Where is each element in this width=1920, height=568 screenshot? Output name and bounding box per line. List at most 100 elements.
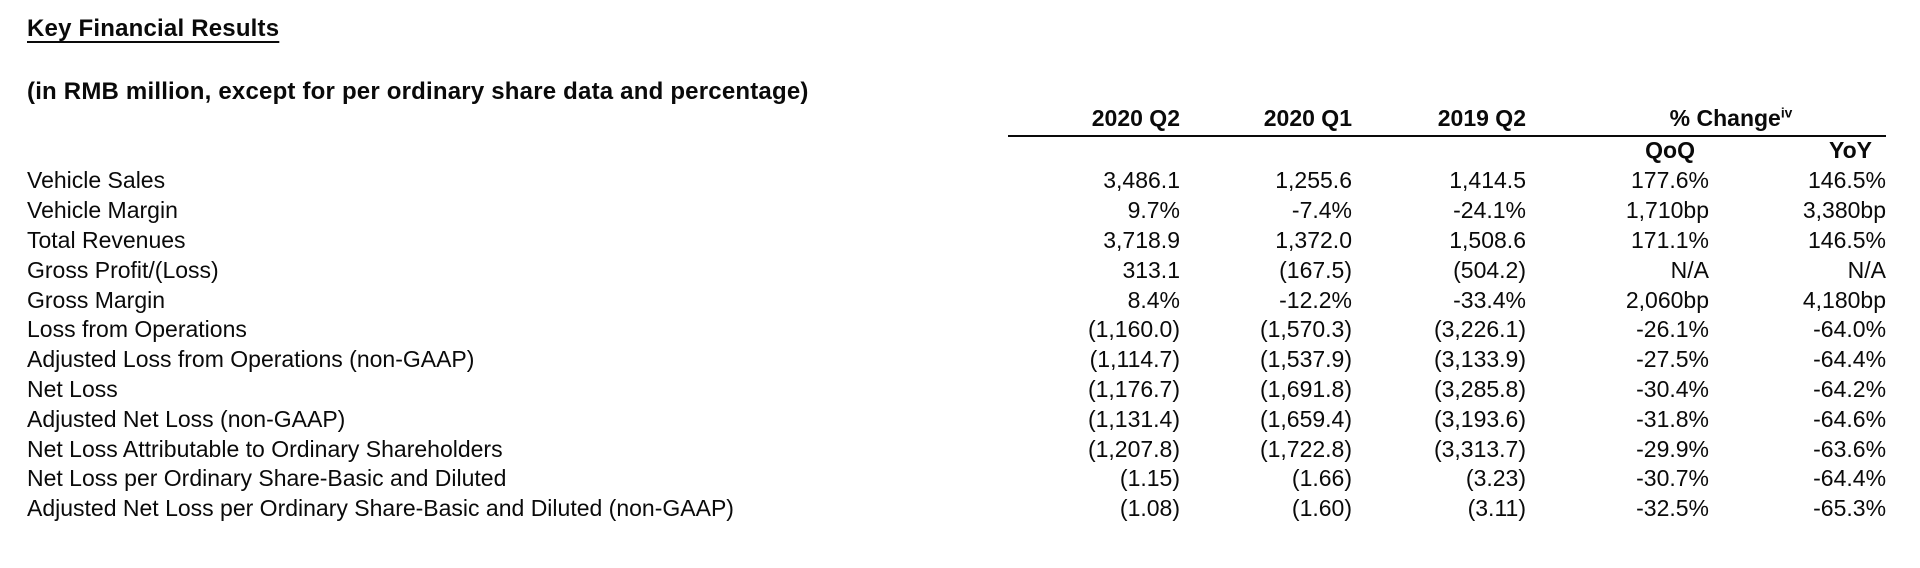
cell-value: -65.3%: [1813, 495, 1887, 522]
cell-value: (1,691.8): [1259, 375, 1352, 402]
table-row: Total Revenues 3,718.9 1,372.0 1,508.6 171.1…: [27, 226, 1886, 256]
page-title: Key Financial Results: [27, 15, 1920, 43]
cell-value: 313.1: [1122, 256, 1180, 283]
cell-value: (3.23): [1465, 465, 1526, 492]
cell-value: 8.4%: [1127, 286, 1180, 313]
cell-value: -12.2%: [1279, 286, 1352, 313]
row-label: Net Loss per Ordinary Share-Basic and Di…: [27, 465, 507, 492]
table-row: Net Loss per Ordinary Share-Basic and Di…: [27, 464, 1886, 494]
cell-value: -64.4%: [1813, 346, 1887, 373]
row-label: Adjusted Net Loss per Ordinary Share-Bas…: [27, 495, 734, 522]
cell-value: (1.60): [1291, 495, 1352, 522]
cell-value: 177.6%: [1630, 167, 1709, 194]
cell-value: (1.08): [1119, 495, 1180, 522]
row-label: Adjusted Net Loss (non-GAAP): [27, 405, 346, 432]
cell-value: 2,060bp: [1625, 286, 1709, 313]
header-2020-q1: 2020 Q1: [1180, 105, 1352, 137]
cell-value: (1,537.9): [1259, 346, 1352, 373]
cell-value: -27.5%: [1636, 346, 1709, 373]
cell-value: (1,659.4): [1259, 405, 1352, 432]
table-row: Vehicle Sales 3,486.1 1,255.6 1,414.5 177.6%…: [27, 166, 1886, 196]
cell-value: -64.6%: [1813, 405, 1887, 432]
cell-value: -64.2%: [1813, 375, 1887, 402]
cell-value: (3,133.9): [1433, 346, 1526, 373]
cell-value: -31.8%: [1636, 405, 1709, 432]
table-row: Net Loss (1,176.7) (1,691.8) (3,285.8) -30.4…: [27, 375, 1886, 405]
cell-value: (3.11): [1467, 495, 1526, 522]
row-label: Total Revenues: [27, 226, 186, 253]
cell-value: (3,193.6): [1433, 405, 1526, 432]
cell-value: N/A: [1847, 256, 1887, 283]
row-label: Loss from Operations: [27, 316, 247, 343]
cell-value: N/A: [1670, 256, 1709, 283]
table-caption: (in RMB million, except for per ordinary…: [27, 78, 809, 105]
cell-value: (3,226.1): [1433, 316, 1526, 343]
cell-value: 1,508.6: [1449, 226, 1526, 253]
cell-value: (1,207.8): [1087, 435, 1180, 462]
row-label: Gross Margin: [27, 286, 166, 313]
cell-value: 9.7%: [1127, 197, 1180, 224]
row-label: Vehicle Margin: [27, 197, 178, 224]
table-header: 2020 Q2 2020 Q1 2019 Q2 % Changeiv QoQ Y…: [27, 105, 1887, 166]
cell-value: -30.7%: [1636, 465, 1709, 492]
cell-value: (1,176.7): [1087, 375, 1180, 402]
cell-value: -32.5%: [1636, 495, 1709, 522]
cell-value: 1,255.6: [1275, 167, 1352, 194]
pct-change-label: % Change: [1669, 105, 1781, 131]
header-row-periods: 2020 Q2 2020 Q1 2019 Q2 % Changeiv: [27, 105, 1887, 137]
cell-value: -33.4%: [1453, 286, 1526, 313]
header-2019-q2: 2019 Q2: [1352, 105, 1526, 137]
cell-value: 1,372.0: [1275, 226, 1352, 253]
cell-value: -64.0%: [1813, 316, 1887, 343]
cell-value: (1,722.8): [1259, 435, 1352, 462]
pct-change-footnote-marker: iv: [1780, 105, 1793, 121]
cell-value: -63.6%: [1813, 435, 1887, 462]
header-spacer: [27, 105, 1008, 136]
table-row: Adjusted Loss from Operations (non-GAAP)…: [27, 345, 1886, 375]
cell-value: (3,313.7): [1433, 435, 1526, 462]
row-label: Gross Profit/(Loss): [27, 256, 219, 283]
table-row: Adjusted Net Loss per Ordinary Share-Bas…: [27, 494, 1886, 524]
cell-value: -30.4%: [1636, 375, 1709, 402]
cell-value: 3,486.1: [1103, 167, 1180, 194]
cell-value: 171.1%: [1630, 226, 1709, 253]
row-label: Net Loss: [27, 375, 118, 402]
cell-value: -7.4%: [1291, 197, 1352, 224]
cell-value: -26.1%: [1636, 316, 1709, 343]
row-label: Vehicle Sales: [27, 167, 166, 194]
header-2020-q2: 2020 Q2: [1008, 105, 1180, 137]
cell-value: -24.1%: [1453, 197, 1526, 224]
header-row-change-basis: QoQ YoY: [27, 136, 1886, 166]
header-pct-change: % Changeiv: [1526, 105, 1887, 137]
cell-value: 3,718.9: [1103, 226, 1180, 253]
cell-value: 1,710bp: [1625, 197, 1709, 224]
cell-value: (1,114.7): [1089, 346, 1180, 373]
table-row: Net Loss Attributable to Ordinary Shareh…: [27, 434, 1886, 464]
cell-value: (1.66): [1291, 465, 1352, 492]
cell-value: 1,414.5: [1449, 167, 1526, 194]
page-title-text: Key Financial Results: [27, 15, 280, 42]
row-label: Adjusted Loss from Operations (non-GAAP): [27, 346, 475, 373]
cell-value: (1,570.3): [1259, 316, 1352, 343]
cell-value: -64.4%: [1813, 465, 1887, 492]
financial-results-table: 2020 Q2 2020 Q1 2019 Q2 % Changeiv QoQ Y…: [27, 105, 1887, 524]
cell-value: (1.15): [1119, 465, 1180, 492]
cell-value: (3,285.8): [1433, 375, 1526, 402]
subheader-spacer: [27, 136, 1008, 166]
cell-value: 146.5%: [1808, 226, 1887, 253]
table-row: Vehicle Margin 9.7% -7.4% -24.1% 1,710bp 3,38…: [27, 196, 1886, 226]
subheader-qoq: QoQ: [1645, 137, 1695, 163]
table-row: Loss from Operations (1,160.0) (1,570.3) (3…: [27, 315, 1886, 345]
cell-value: (504.2): [1453, 256, 1526, 283]
cell-value: (1,160.0): [1087, 316, 1180, 343]
cell-value: 4,180bp: [1802, 286, 1887, 313]
table-row: Gross Margin 8.4% -12.2% -33.4% 2,060bp 4,180…: [27, 285, 1886, 315]
table-body: Vehicle Sales 3,486.1 1,255.6 1,414.5 177.6%…: [27, 166, 1886, 524]
cell-value: (1,131.4): [1087, 405, 1180, 432]
cell-value: 146.5%: [1808, 167, 1887, 194]
cell-value: -29.9%: [1636, 435, 1709, 462]
subheader-yoy: YoY: [1828, 137, 1873, 163]
cell-value: 3,380bp: [1802, 197, 1887, 224]
table-row: Adjusted Net Loss (non-GAAP) (1,131.4) (1,…: [27, 404, 1886, 434]
